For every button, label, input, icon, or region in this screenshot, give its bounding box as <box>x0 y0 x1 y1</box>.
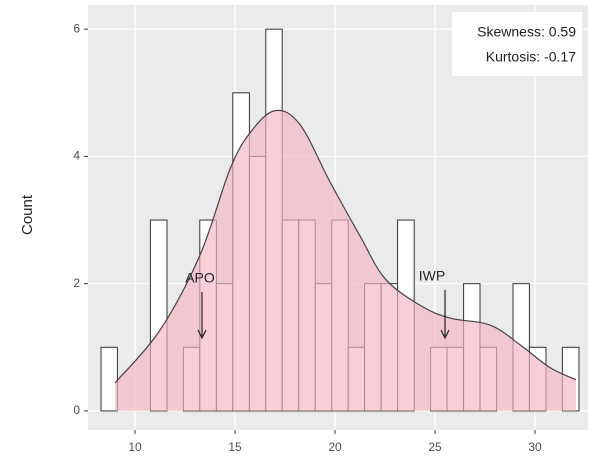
x-tick-label: 20 <box>328 440 342 454</box>
density-area <box>115 110 576 411</box>
annotation: APO <box>185 270 215 286</box>
axes: 0 2 4 6 10 15 20 25 30 <box>73 21 542 454</box>
arrow-head <box>197 329 207 340</box>
stats-box <box>452 12 582 76</box>
y-tick-label: 0 <box>73 403 80 417</box>
annotation: Skewness: 0.59 <box>477 24 576 40</box>
y-tick-label: 2 <box>73 276 80 290</box>
x-tick-label: 25 <box>428 440 442 454</box>
density-line <box>114 109 577 384</box>
y-axis-label: Count <box>19 194 36 235</box>
x-tick-label: 15 <box>228 440 242 454</box>
annotation: IWP <box>419 268 445 284</box>
x-tick-label: 10 <box>128 440 142 454</box>
y-tick-label: 4 <box>73 149 80 163</box>
arrow-head <box>440 329 450 340</box>
annotation: Kurtosis: -0.17 <box>486 49 576 65</box>
y-tick-label: 6 <box>73 21 80 35</box>
x-tick-label: 30 <box>528 440 542 454</box>
bar <box>100 346 118 412</box>
density <box>114 109 577 411</box>
